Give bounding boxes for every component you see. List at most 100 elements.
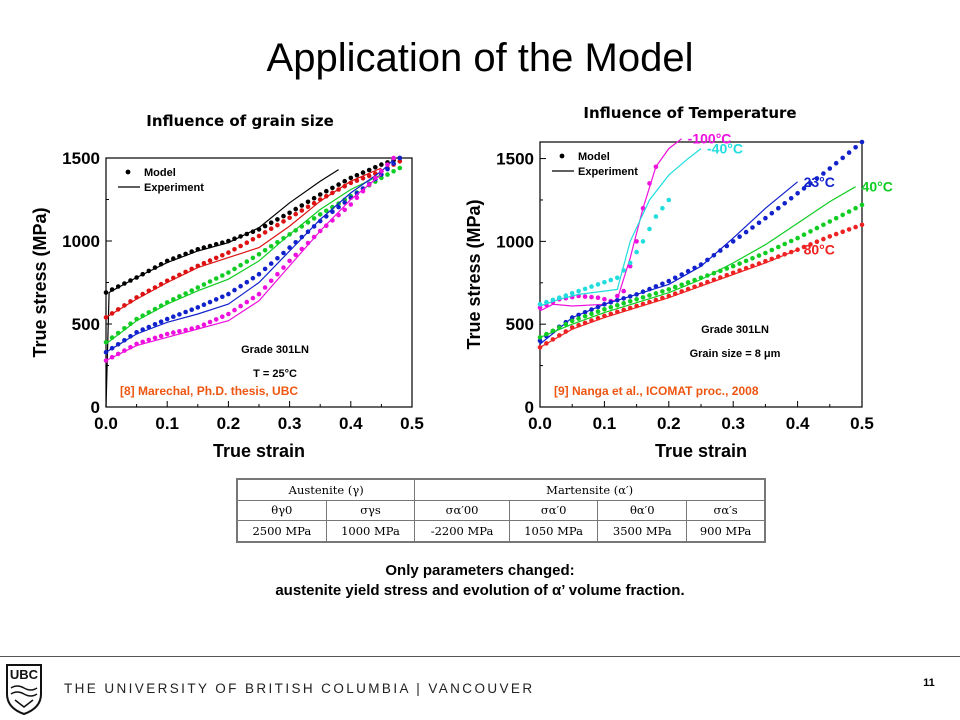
- model-point: [348, 175, 354, 181]
- table-header: σα′0: [508, 499, 599, 522]
- model-point: [589, 284, 594, 289]
- temperature-chart: 0.0 0.1 0.2 0.3 0.4 0.5 0 500 1000 1500 True strai…: [464, 131, 893, 461]
- table-header: θγ0: [237, 499, 327, 522]
- model-point: [737, 234, 742, 239]
- series-label: 40°C: [862, 179, 893, 195]
- model-point: [238, 283, 243, 289]
- model-point: [244, 299, 250, 305]
- model-point: [232, 307, 237, 313]
- model-point: [621, 296, 626, 301]
- model-point: [299, 208, 305, 213]
- model-point: [103, 290, 109, 295]
- model-point: [660, 295, 665, 301]
- model-point: [232, 266, 237, 272]
- source-citation: [9] Nanga et al., ICOMAT proc., 2008: [554, 384, 759, 398]
- model-point: [576, 322, 581, 328]
- model-point: [776, 254, 781, 259]
- model-point: [330, 185, 335, 191]
- model-point: [391, 155, 396, 161]
- model-point: [134, 275, 139, 280]
- model-point: [627, 294, 633, 299]
- model-point: [262, 285, 268, 290]
- table-header: σγs: [325, 499, 416, 522]
- austenite-group-header: Austenite (γ): [236, 479, 416, 501]
- model-point: [615, 309, 620, 315]
- model-point: [544, 299, 549, 305]
- model-point: [653, 291, 659, 296]
- model-point: [256, 271, 262, 277]
- model-point: [627, 299, 633, 304]
- y-tick-label: 1000: [496, 232, 534, 251]
- model-point: [391, 169, 396, 174]
- chart-annotation: Grain size = 8 μm: [690, 348, 781, 360]
- model-point: [660, 281, 665, 287]
- model-point: [846, 150, 852, 155]
- model-point: [177, 294, 182, 299]
- y-tick-label: 0: [91, 398, 100, 417]
- model-point: [305, 229, 311, 234]
- model-point: [152, 322, 158, 327]
- model-point: [213, 276, 219, 281]
- model-point: [146, 268, 152, 274]
- model-point: [582, 313, 588, 319]
- model-point: [569, 291, 575, 296]
- model-point: [336, 182, 341, 187]
- model-point: [201, 302, 207, 307]
- model-point: [299, 234, 305, 240]
- model-point: [589, 307, 594, 312]
- model-point: [183, 327, 188, 333]
- model-point: [653, 284, 659, 289]
- model-point: [769, 210, 775, 216]
- model-point: [317, 228, 323, 234]
- model-point: [692, 277, 697, 283]
- model-point: [647, 226, 652, 232]
- model-point: [776, 205, 781, 211]
- model-point: [152, 285, 158, 290]
- model-point: [281, 236, 286, 241]
- model-point: [268, 244, 274, 249]
- table-header: θα′0: [597, 499, 688, 522]
- table-cell: 1000 MPa: [325, 520, 416, 542]
- model-point: [268, 220, 274, 225]
- model-point: [589, 318, 594, 323]
- model-point: [128, 278, 133, 283]
- model-point: [103, 349, 109, 355]
- model-point: [737, 268, 742, 273]
- model-point: [293, 252, 299, 258]
- model-point: [557, 295, 562, 300]
- model-point: [171, 314, 176, 319]
- model-point: [324, 208, 329, 214]
- model-point: [692, 265, 697, 271]
- model-point: [627, 305, 633, 311]
- model-point: [711, 277, 717, 283]
- model-point: [795, 235, 800, 241]
- model-point: [281, 250, 286, 256]
- model-point: [730, 270, 736, 276]
- model-point: [189, 326, 194, 331]
- model-point: [595, 304, 601, 310]
- model-point: [189, 266, 194, 272]
- model-point: [763, 250, 768, 256]
- model-point: [275, 256, 280, 261]
- chart-annotation: Grade 301LN: [701, 324, 769, 336]
- model-point: [685, 268, 691, 274]
- model-point: [281, 213, 286, 219]
- table-cell: 2500 MPa: [237, 520, 327, 542]
- model-point: [602, 279, 607, 285]
- model-point: [324, 214, 329, 219]
- model-point: [660, 289, 665, 294]
- model-point: [795, 191, 800, 196]
- model-point: [195, 285, 201, 290]
- model-point: [840, 155, 845, 161]
- model-point: [183, 269, 188, 275]
- model-point: [582, 286, 588, 292]
- model-point: [814, 176, 820, 181]
- model-point: [109, 311, 115, 316]
- model-point: [177, 254, 182, 259]
- model-point: [268, 261, 274, 266]
- model-point: [311, 224, 317, 229]
- model-point: [183, 309, 188, 315]
- model-point: [213, 255, 219, 261]
- model-point: [391, 161, 396, 166]
- model-point: [305, 204, 311, 210]
